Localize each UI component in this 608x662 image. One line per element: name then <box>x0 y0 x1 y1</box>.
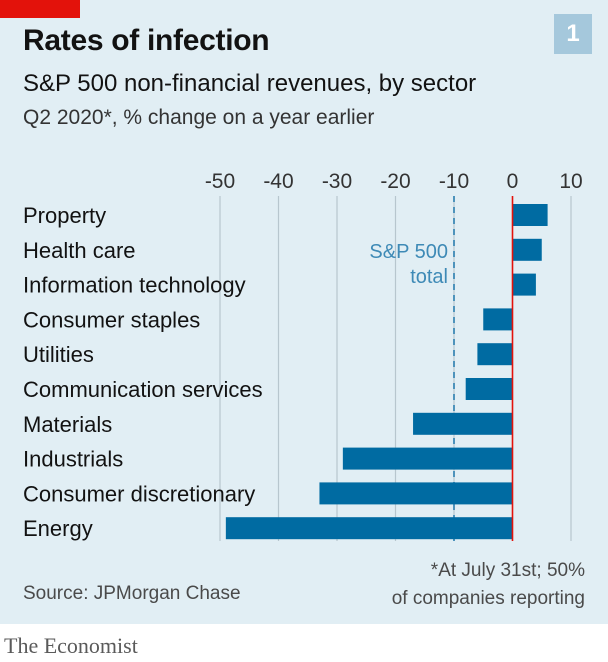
x-tick-label: -30 <box>322 170 352 193</box>
category-label: Communication services <box>23 377 263 402</box>
x-tick-label: -40 <box>263 170 293 193</box>
brand-name: The Economist <box>4 633 138 658</box>
bar <box>225 517 513 540</box>
category-label: Energy <box>23 516 93 541</box>
category-label: Industrials <box>23 447 123 472</box>
footnote: *At July 31st; 50% of companies reportin… <box>392 557 585 613</box>
footnote-line-2: of companies reporting <box>391 588 585 609</box>
chart-title: Rates of infection <box>23 24 270 57</box>
x-tick-label: 10 <box>559 170 582 193</box>
chart-subtitle: S&P 500 non-financial revenues, by secto… <box>23 70 477 97</box>
category-label: Consumer discretionary <box>23 481 255 506</box>
x-tick-label: -20 <box>380 170 410 193</box>
category-label: Materials <box>23 412 112 437</box>
red-tag-mark <box>0 0 80 18</box>
x-tick-label: -50 <box>205 170 235 193</box>
reference-label: S&P 500 <box>369 241 448 263</box>
bar <box>512 273 536 296</box>
bar <box>413 412 513 435</box>
chart-number-badge: 1 <box>554 14 592 54</box>
x-tick-label: 0 <box>507 170 519 193</box>
category-label: Health care <box>23 238 136 263</box>
bar <box>342 447 513 470</box>
bar-chart: -50 -40 -30 -20 -10 0 10 S&P 500 total Property He… <box>23 170 583 541</box>
source-note: Source: JPMorgan Chase <box>23 583 241 604</box>
reference-label: total <box>410 266 448 288</box>
bar <box>512 238 542 261</box>
bar <box>465 378 513 400</box>
chart-caption: Q2 2020*, % change on a year earlier <box>23 106 375 129</box>
footnote-line-1: *At July 31st; 50% <box>430 560 585 581</box>
bar <box>477 343 513 366</box>
x-tick-label: -10 <box>439 170 469 193</box>
category-label: Information technology <box>23 273 246 298</box>
category-label: Consumer staples <box>23 307 200 332</box>
bar <box>512 204 548 226</box>
category-label: Property <box>23 203 106 228</box>
bar <box>319 482 513 505</box>
bar <box>483 308 513 331</box>
category-label: Utilities <box>23 342 94 367</box>
